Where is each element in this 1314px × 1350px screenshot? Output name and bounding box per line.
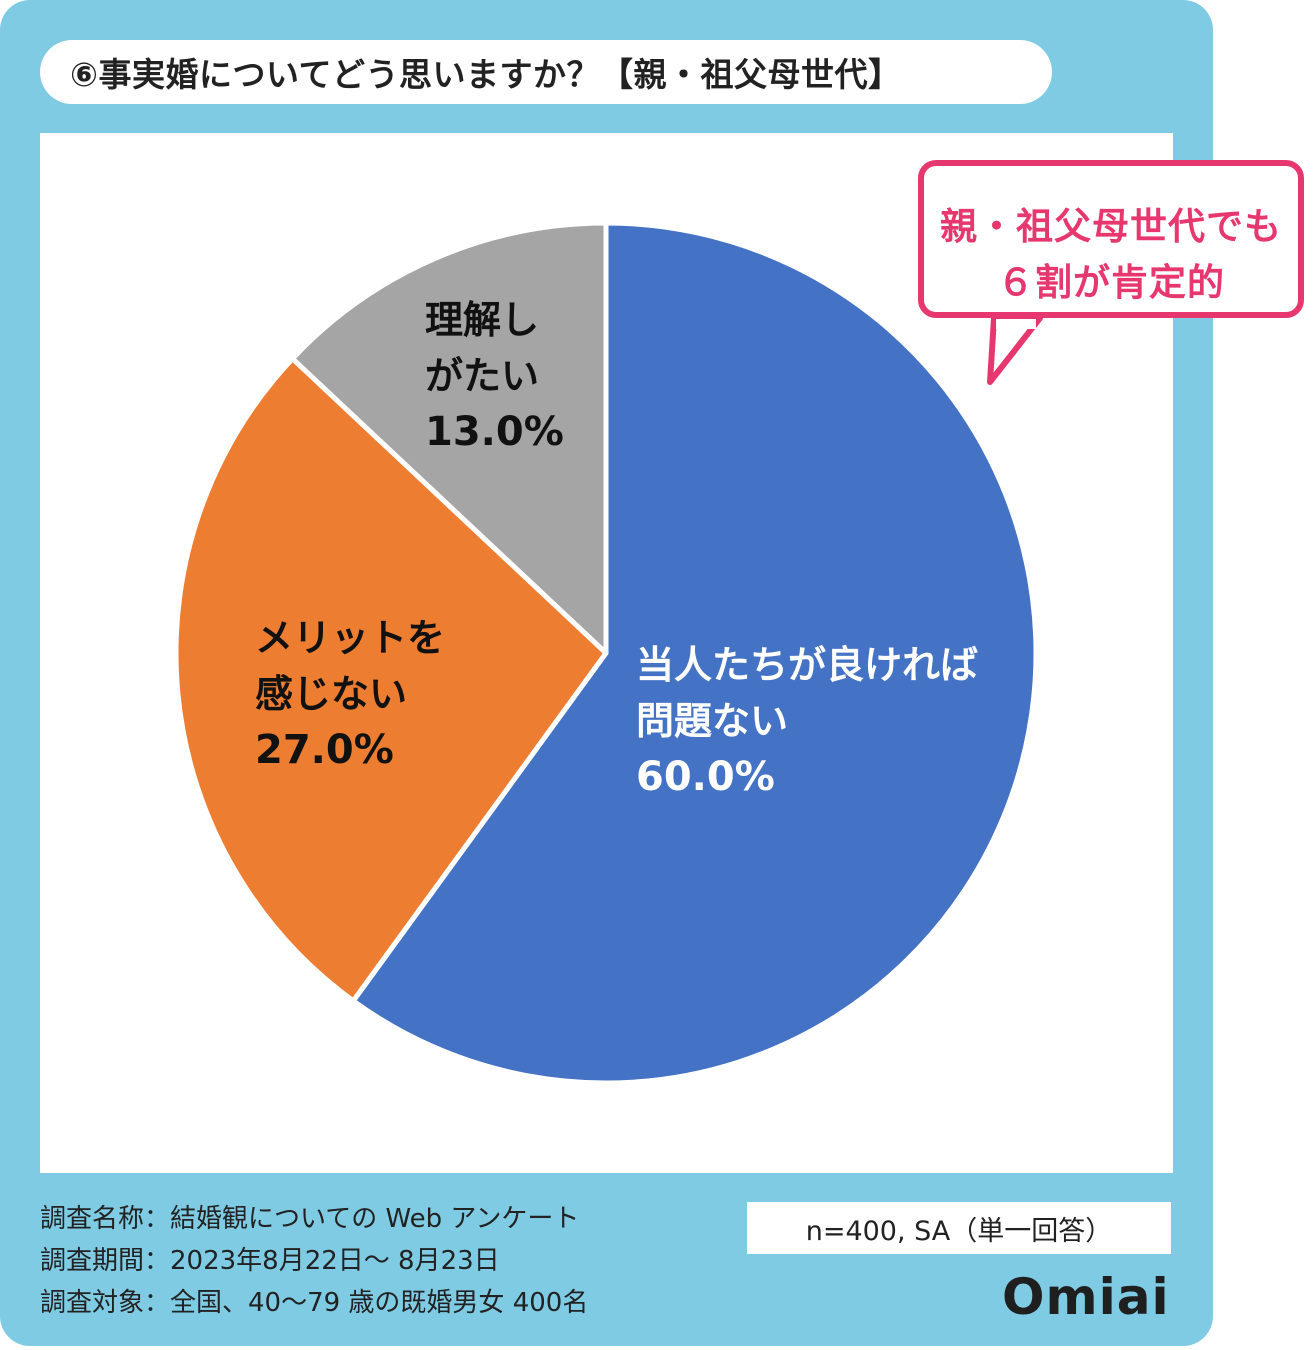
callout-tail (987, 315, 1043, 385)
pie-slice-0 (350, 220, 1039, 1086)
survey-period: 調査期間：2023年8月22日～ 8月23日 (40, 1246, 500, 1276)
slice-category-label-0: 当人たちが良ければ (636, 643, 978, 687)
survey-target: 調査対象：全国、40～79 歳の既婚男女 400名 (40, 1288, 589, 1318)
pie-slice-2 (290, 220, 609, 656)
slice-value-label-0: 60.0% (636, 754, 775, 800)
slice-category-label-1: 感じない (255, 672, 407, 716)
callout-line-2: ６割が肯定的 (997, 261, 1225, 304)
callout-line-1: 親・祖父母世代でも (940, 205, 1282, 248)
omiai-logo: Omiai (1002, 1268, 1170, 1326)
title-pill: ⑥事実婚についてどう思いますか？【親・祖父母世代】 (40, 40, 1052, 104)
callout-box: 親・祖父母世代でも ６割が肯定的 (918, 160, 1304, 318)
slice-value-label-1: 27.0% (255, 727, 394, 773)
chart-title: ⑥事実婚についてどう思いますか？【親・祖父母世代】 (70, 55, 902, 94)
slice-category-label-1: メリットを (255, 616, 445, 660)
slice-category-label-2: がたい (425, 354, 539, 398)
slice-category-label-0: 問題ない (636, 699, 788, 743)
slice-value-label-2: 13.0% (425, 409, 564, 455)
survey-name: 調査名称：結婚観についての Web アンケート (40, 1204, 580, 1234)
sample-size-note: n=400, SA（単一回答） (747, 1202, 1171, 1254)
slice-category-label-2: 理解し (425, 298, 539, 342)
pie-slice-1 (173, 356, 609, 1004)
